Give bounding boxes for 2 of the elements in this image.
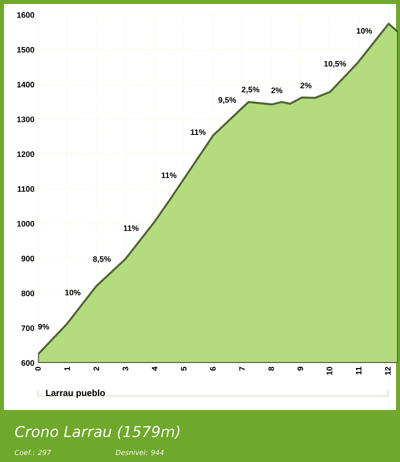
text: Crono Larrau (1579m) bbox=[15, 426, 180, 439]
text: Larrau pueblo bbox=[46, 389, 105, 398]
